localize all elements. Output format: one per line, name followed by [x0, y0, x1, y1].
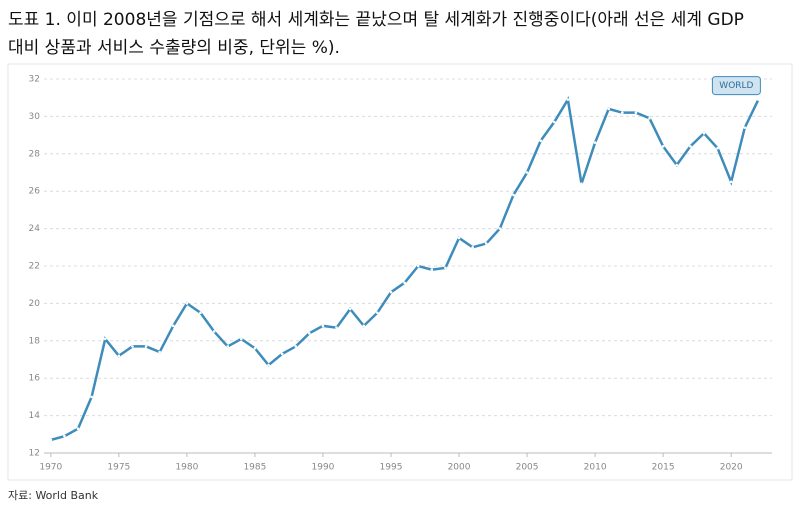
data-point	[348, 307, 352, 311]
y-tick-label: 12	[29, 449, 40, 459]
data-point	[634, 111, 638, 114]
data-point	[757, 98, 760, 101]
chart-frame	[7, 63, 793, 481]
data-point	[552, 120, 556, 124]
x-tick-label: 2020	[720, 463, 743, 473]
y-tick-label: 26	[29, 187, 41, 197]
x-tick-label: 2000	[448, 463, 471, 473]
x-tick-label: 2005	[516, 463, 539, 473]
legend-box	[711, 76, 761, 96]
data-point	[321, 324, 325, 328]
legend-label: WORLD	[719, 81, 753, 91]
data-point	[76, 427, 80, 430]
data-point	[335, 326, 338, 330]
data-point	[675, 163, 679, 167]
data-point	[63, 434, 66, 438]
y-tick-label: 20	[29, 299, 41, 309]
y-tick-label: 18	[29, 336, 41, 346]
data-point	[580, 182, 583, 186]
data-point	[484, 242, 488, 245]
data-point	[444, 266, 447, 270]
data-point	[471, 246, 474, 249]
y-tick-label: 30	[29, 112, 41, 122]
data-point	[702, 131, 706, 135]
data-point	[716, 146, 719, 150]
data-point	[294, 345, 298, 348]
x-tick-label: 1975	[107, 463, 130, 473]
data-point	[539, 139, 542, 143]
y-tick-label: 32	[29, 75, 40, 85]
chart-title: 대비 상품과 서비스 수출량의 비중, 단위는 %).	[8, 38, 340, 58]
y-tick-label: 14	[29, 411, 41, 421]
data-point	[240, 337, 243, 341]
data-point	[212, 330, 216, 333]
data-point	[689, 145, 692, 148]
data-point	[729, 180, 733, 184]
data-point	[457, 236, 461, 240]
y-tick-label: 24	[29, 224, 41, 234]
data-point	[90, 395, 93, 399]
data-point	[621, 111, 624, 114]
data-point	[117, 354, 121, 358]
x-tick-label: 2010	[584, 463, 607, 473]
data-point	[144, 345, 148, 348]
x-tick-label: 2015	[652, 463, 675, 473]
y-tick-label: 28	[29, 149, 41, 159]
data-point	[308, 332, 311, 335]
x-tick-label: 1980	[175, 463, 198, 473]
data-point	[416, 264, 420, 268]
data-point	[607, 107, 611, 111]
data-point	[158, 350, 161, 354]
data-point	[566, 98, 570, 101]
data-point	[376, 311, 379, 315]
data-point	[389, 290, 393, 294]
y-tick-label: 16	[29, 374, 41, 384]
data-point	[280, 352, 284, 356]
data-point	[185, 302, 189, 305]
data-line	[50, 96, 760, 442]
x-tick-label: 1985	[243, 463, 266, 473]
data-point	[103, 337, 107, 341]
data-point	[253, 346, 257, 350]
data-point	[525, 171, 529, 174]
data-point	[430, 268, 434, 272]
data-point	[131, 345, 134, 348]
data-point	[498, 227, 502, 230]
data-point	[661, 145, 665, 148]
data-point	[362, 324, 366, 328]
y-tick-label: 22	[29, 262, 40, 272]
data-point	[648, 116, 651, 120]
x-tick-label: 1995	[380, 463, 403, 473]
source: 자료: World Bank	[8, 489, 99, 502]
x-tick-label: 1990	[312, 463, 335, 473]
x-tick-label: 1970	[39, 463, 62, 473]
data-point	[171, 324, 175, 328]
data-point	[403, 281, 406, 285]
data-point	[512, 193, 515, 197]
data-point	[49, 438, 53, 442]
data-point	[267, 363, 270, 367]
chart-title: 도표 1. 이미 2008년을 기점으로 해서 세계화는 끝났으며 탈 세계화가…	[8, 10, 744, 30]
data-point	[199, 311, 202, 315]
data-point	[226, 345, 230, 348]
data-point	[743, 126, 747, 129]
data-point	[593, 141, 597, 144]
